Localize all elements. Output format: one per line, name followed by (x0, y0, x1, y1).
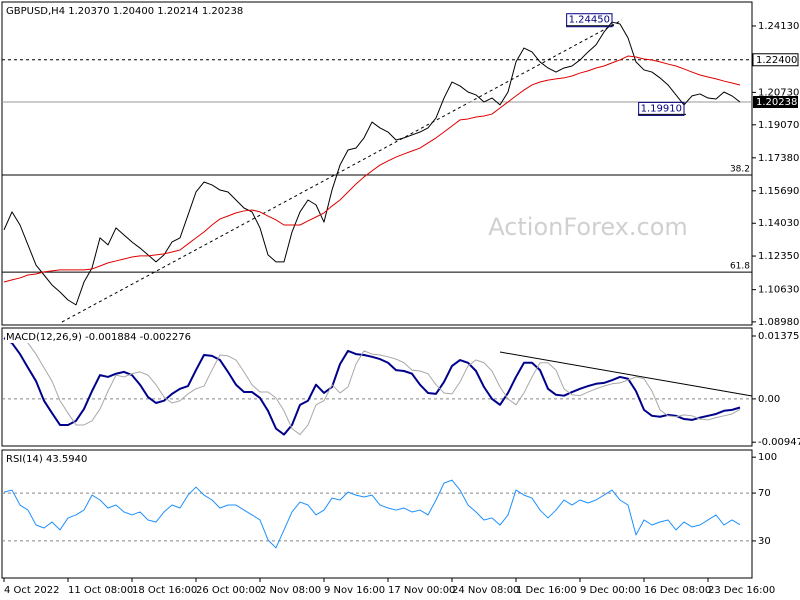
panel-border (1, 449, 753, 579)
y-tick-label: 1.08980 (758, 317, 799, 328)
x-tick-label: 23 Dec 16:00 (708, 585, 775, 596)
annotation-box (566, 13, 613, 28)
panel-title: RSI(14) 43.5940 (6, 454, 87, 465)
panel-title: GBPUSD,H4 1.20370 1.20400 1.20214 1.2023… (6, 6, 243, 17)
y-tick-label: 1.14030 (758, 218, 799, 229)
y-tick-label: 1.19070 (758, 120, 799, 131)
y-tick-label: 1.17380 (758, 153, 799, 164)
panel: ActionForex.com 1.24130 1.20730 1.19070 1.17… (1, 1, 799, 328)
y-tick-label: -0.00947 (758, 437, 800, 448)
panel-title-bg (5, 454, 89, 465)
x-tick-label: 17 Nov 00:00 (388, 585, 455, 596)
x-tick-label: 26 Oct 00:00 (196, 585, 261, 596)
x-tick-label: 18 Oct 16:00 (132, 585, 197, 596)
y-tick-label: 1.10630 (758, 285, 799, 296)
panel: 100 70 30 RSI(14) 43.5940 4 Oct 2022 11 Oct 0… (1, 449, 777, 596)
fibonacci-label: 38.2 (730, 165, 750, 175)
annotation-label: 1.19910 (641, 103, 682, 114)
y-tick-label: 1.15690 (758, 186, 799, 197)
level-tag (752, 53, 799, 67)
trend-line (61, 19, 623, 323)
y-tick-label: 0.01375 (758, 331, 799, 342)
series-line (3, 21, 741, 306)
series-line (3, 337, 741, 436)
price-tag (753, 95, 798, 108)
x-tick-label: 24 Nov 08:00 (452, 585, 519, 596)
price-tag-label: 1.20238 (756, 97, 797, 108)
y-tick-label: 0.00 (758, 394, 780, 405)
panel-title-bg (5, 6, 245, 17)
x-tick-label: 11 Oct 08:00 (68, 585, 133, 596)
x-tick-label: 4 Oct 2022 (4, 585, 59, 596)
x-tick-label: 9 Dec 00:00 (580, 585, 641, 596)
annotation-box (638, 101, 685, 116)
panel-title-bg (5, 332, 192, 343)
panel-border (1, 1, 753, 326)
series-line (3, 479, 741, 549)
panel: 0.01375 0.00 -0.00947 MACD(12,26,9) -0.0018… (1, 327, 800, 448)
y-tick-label: 1.20730 (758, 87, 799, 98)
x-tick-label: 16 Dec 08:00 (644, 585, 711, 596)
watermark: ActionForex.com (488, 213, 688, 241)
y-tick-label: 30 (758, 536, 771, 547)
panel-border (1, 327, 753, 447)
level-tag-label: 1.22400 (756, 55, 797, 66)
annotation-label: 1.24450 (569, 15, 610, 26)
y-tick-label: 100 (758, 452, 777, 463)
x-tick-label: 1 Dec 16:00 (516, 585, 577, 596)
series-line (3, 336, 741, 436)
fibonacci-label: 61.8 (730, 262, 750, 272)
x-tick-label: 9 Nov 16:00 (324, 585, 385, 596)
y-tick-label: 1.12350 (758, 251, 799, 262)
series-line (3, 55, 741, 283)
x-tick-label: 2 Nov 08:00 (260, 585, 321, 596)
macd-trend-line (499, 351, 753, 397)
y-tick-label: 1.24130 (758, 21, 799, 32)
y-tick-label: 70 (758, 488, 771, 499)
panel-title: MACD(12,26,9) -0.001884 -0.002276 (6, 332, 191, 343)
